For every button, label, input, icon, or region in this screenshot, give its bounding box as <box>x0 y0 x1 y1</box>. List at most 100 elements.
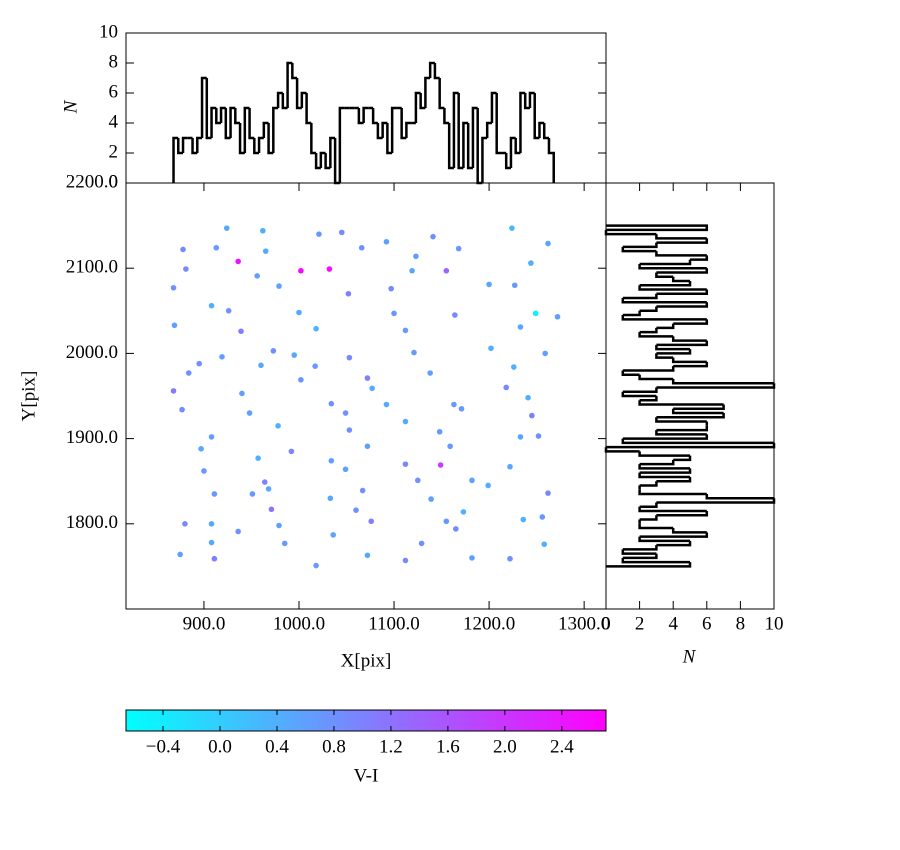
hist-bin <box>329 136 336 168</box>
point <box>545 490 551 496</box>
y-tick-label: 10 <box>99 21 118 42</box>
point <box>511 364 517 370</box>
point <box>443 518 450 525</box>
hist-bin <box>248 108 255 140</box>
colorbar-tick-label: 1.6 <box>436 736 460 757</box>
hist-bin <box>638 374 674 381</box>
point <box>255 455 261 461</box>
x-tick-label: 900.0 <box>183 613 226 634</box>
point <box>436 428 443 435</box>
hist-bin <box>357 108 364 125</box>
right-hist-x-label: N <box>682 646 697 667</box>
point <box>262 248 269 254</box>
point <box>413 253 419 260</box>
point <box>326 266 333 272</box>
colorbar-tick-label: 2.0 <box>493 736 517 757</box>
hist-bin <box>622 366 675 372</box>
hist-bin <box>438 78 445 110</box>
hist-bin <box>604 447 640 453</box>
hist-bin <box>656 413 725 419</box>
point <box>270 348 277 354</box>
hist-bin <box>622 310 641 317</box>
point <box>359 487 366 494</box>
colorbar-tick-label: 0.4 <box>265 736 289 757</box>
point <box>276 283 282 289</box>
point <box>179 406 185 413</box>
point <box>328 457 335 464</box>
y-tick-label: 1900.0 <box>66 427 118 448</box>
point <box>223 225 230 231</box>
point <box>383 401 390 408</box>
point <box>170 388 177 394</box>
point <box>265 486 272 492</box>
hist-bin <box>638 464 690 470</box>
hist-bin <box>656 340 709 347</box>
point <box>430 233 436 240</box>
hist-bin <box>286 61 293 108</box>
hist-bin <box>514 138 521 155</box>
point <box>488 345 494 352</box>
point <box>383 238 390 245</box>
point <box>260 227 266 234</box>
hist-bin <box>639 306 658 313</box>
hist-bin <box>310 123 317 155</box>
point <box>507 555 513 562</box>
hist-bin <box>305 93 312 125</box>
point <box>469 477 475 484</box>
point <box>338 229 345 236</box>
point <box>208 539 215 546</box>
hist-bin <box>424 76 431 108</box>
hist-bin <box>386 123 393 155</box>
point <box>342 466 349 473</box>
hist-bin <box>655 234 707 240</box>
hist-bin <box>604 229 657 236</box>
hist-bin <box>638 285 707 291</box>
point <box>525 394 531 401</box>
point <box>170 284 177 291</box>
point <box>409 267 415 274</box>
y-tick-label: 0 <box>109 171 119 192</box>
hist-bin <box>324 153 331 170</box>
hist-bin <box>622 434 709 440</box>
point <box>196 360 202 367</box>
hist-bin <box>639 259 692 266</box>
hist-bin <box>655 430 707 436</box>
hist-bin <box>655 353 674 359</box>
y-tick-label: 6 <box>109 81 119 102</box>
x-tick-label: 1200.0 <box>463 613 515 634</box>
hist-bin <box>338 106 345 183</box>
hist-bin <box>267 123 274 155</box>
hist-bin <box>639 481 658 487</box>
point <box>545 240 551 247</box>
point <box>517 434 524 440</box>
hist-bin <box>504 153 511 170</box>
point <box>511 282 518 289</box>
hist-bin <box>243 106 250 153</box>
x-tick-label: 4 <box>668 613 678 634</box>
point <box>249 491 256 497</box>
point <box>427 370 433 376</box>
point <box>208 434 215 440</box>
point <box>211 491 218 497</box>
hist-bin <box>638 451 690 457</box>
hist-bin <box>656 268 709 274</box>
hist-bin <box>655 272 674 278</box>
y-tick-label: 2200.0 <box>66 171 118 192</box>
point <box>460 509 467 515</box>
point <box>517 324 524 330</box>
point <box>171 322 178 329</box>
hist-bin <box>639 502 658 509</box>
hist-bin <box>671 408 724 415</box>
hist-bin <box>452 91 459 168</box>
hist-bin <box>639 280 692 287</box>
point <box>451 401 457 408</box>
point <box>213 244 220 251</box>
point <box>520 516 527 523</box>
point <box>235 258 241 265</box>
point <box>261 479 268 485</box>
hist-bin <box>656 425 709 432</box>
point <box>313 562 319 569</box>
hist-frame <box>125 32 607 184</box>
point <box>182 521 188 527</box>
